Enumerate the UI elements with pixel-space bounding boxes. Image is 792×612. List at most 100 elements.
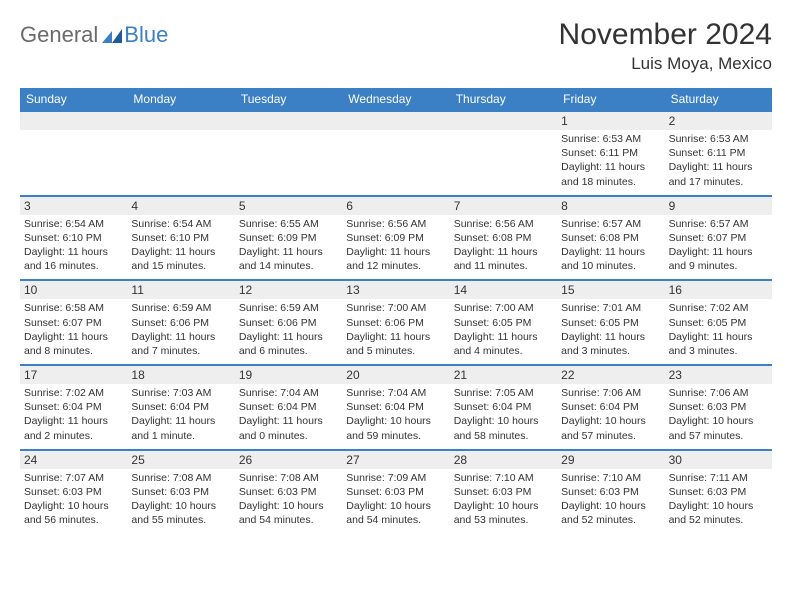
day-info-line: Sunset: 6:03 PM	[239, 485, 338, 499]
day-info-line: Sunset: 6:04 PM	[239, 400, 338, 414]
day-cell: 1Sunrise: 6:53 AMSunset: 6:11 PMDaylight…	[557, 112, 664, 195]
day-info-line: and 7 minutes.	[131, 344, 230, 358]
day-info-line: Daylight: 10 hours	[454, 414, 553, 428]
weekday-header: Tuesday	[235, 88, 342, 110]
day-cell: 8Sunrise: 6:57 AMSunset: 6:08 PMDaylight…	[557, 197, 664, 280]
day-info-line: and 15 minutes.	[131, 259, 230, 273]
day-info-line: Daylight: 11 hours	[454, 245, 553, 259]
day-info-line: and 57 minutes.	[669, 429, 768, 443]
day-info-line: and 10 minutes.	[561, 259, 660, 273]
day-info-line: Sunset: 6:07 PM	[24, 316, 123, 330]
day-info-line: Daylight: 10 hours	[24, 499, 123, 513]
day-info-line: Sunset: 6:06 PM	[131, 316, 230, 330]
logo-flag-icon	[102, 27, 122, 43]
day-number: 23	[665, 366, 772, 384]
day-cell: 25 Sunrise: 7:08 AMSunset: 6:03 PMDayligh…	[127, 451, 234, 534]
day-info-line: and 54 minutes.	[239, 513, 338, 527]
day-cell	[127, 112, 234, 195]
day-number: 7	[450, 197, 557, 215]
day-number: 4	[127, 197, 234, 215]
day-info-line: Sunset: 6:04 PM	[131, 400, 230, 414]
day-info-line: Daylight: 11 hours	[24, 414, 123, 428]
day-info-line: Daylight: 10 hours	[561, 499, 660, 513]
day-info-line: and 52 minutes.	[669, 513, 768, 527]
day-info-line: and 3 minutes.	[561, 344, 660, 358]
day-info-line: and 3 minutes.	[669, 344, 768, 358]
day-info-line: and 59 minutes.	[346, 429, 445, 443]
day-info-line: Daylight: 11 hours	[669, 330, 768, 344]
day-info-line: and 57 minutes.	[561, 429, 660, 443]
week-row: 24Sunrise: 7:07 AMSunset: 6:03 PMDayligh…	[20, 449, 772, 534]
day-cell: 28Sunrise: 7:10 AMSunset: 6:03 PMDayligh…	[450, 451, 557, 534]
day-info-line: Daylight: 10 hours	[454, 499, 553, 513]
day-info-line: Sunrise: 7:09 AM	[346, 471, 445, 485]
day-number: 20	[342, 366, 449, 384]
day-cell: 3Sunrise: 6:54 AMSunset: 6:10 PMDaylight…	[20, 197, 127, 280]
day-info-line: Sunset: 6:04 PM	[454, 400, 553, 414]
day-info-line: Sunset: 6:06 PM	[239, 316, 338, 330]
day-number: 12	[235, 281, 342, 299]
weekday-header: Monday	[127, 88, 234, 110]
day-info-line: and 2 minutes.	[24, 429, 123, 443]
weeks-container: 1Sunrise: 6:53 AMSunset: 6:11 PMDaylight…	[20, 110, 772, 533]
day-number: 29	[557, 451, 664, 469]
day-number: 15	[557, 281, 664, 299]
day-info-line: Daylight: 10 hours	[131, 499, 230, 513]
day-info-line: Sunrise: 6:55 AM	[239, 217, 338, 231]
day-info-line: Sunset: 6:03 PM	[669, 485, 768, 499]
day-number: 17	[20, 366, 127, 384]
day-info-line: Sunrise: 7:00 AM	[454, 301, 553, 315]
day-info-line: and 55 minutes.	[131, 513, 230, 527]
empty-day-band	[450, 112, 557, 130]
day-info-line: Sunset: 6:03 PM	[131, 485, 230, 499]
day-cell: 6Sunrise: 6:56 AMSunset: 6:09 PMDaylight…	[342, 197, 449, 280]
day-info-line: Daylight: 11 hours	[669, 160, 768, 174]
day-info-line: and 14 minutes.	[239, 259, 338, 273]
day-info-line: Sunrise: 6:53 AM	[561, 132, 660, 146]
day-info-line: Sunset: 6:08 PM	[454, 231, 553, 245]
week-row: 1 Sunrise: 6:53 AM Sunset: 6:11 PMDaylight…	[20, 110, 772, 195]
empty-day-band	[127, 112, 234, 130]
day-info-line: Daylight: 11 hours	[346, 245, 445, 259]
day-info-line: and 0 minutes.	[239, 429, 338, 443]
day-info-line: Sunrise: 7:02 AM	[669, 301, 768, 315]
day-info-line: Sunset: 6:11 PM	[669, 146, 768, 160]
day-info-line: Sunset: 6:03 PM	[346, 485, 445, 499]
day-info-line: Sunrise: 6:56 AM	[454, 217, 553, 231]
location: Luis Moya, Mexico	[559, 54, 772, 74]
day-info-line: Sunrise: 7:08 AM	[131, 471, 230, 485]
day-number: 5	[235, 197, 342, 215]
day-info-line: Sunrise: 7:08 AM	[239, 471, 338, 485]
day-number: 21	[450, 366, 557, 384]
day-number: 1	[557, 112, 664, 130]
day-info-line: Sunset: 6:05 PM	[561, 316, 660, 330]
day-number: 19	[235, 366, 342, 384]
day-info-line: Daylight: 10 hours	[669, 499, 768, 513]
day-number: 30	[665, 451, 772, 469]
day-info-line: Sunrise: 7:06 AM	[669, 386, 768, 400]
day-info-line: and 8 minutes.	[24, 344, 123, 358]
day-number: 25	[127, 451, 234, 469]
day-info-line: and 1 minute.	[131, 429, 230, 443]
day-cell: 15Sunrise: 7:01 AMSunset: 6:05 PMDayligh…	[557, 281, 664, 364]
weekday-header: Wednesday	[342, 88, 449, 110]
day-cell: 7 Sunrise: 6:56 AMSunset: 6:08 PMDaylight…	[450, 197, 557, 280]
day-cell	[450, 112, 557, 195]
day-info-line: Sunrise: 6:57 AM	[561, 217, 660, 231]
day-info-line: Sunset: 6:08 PM	[561, 231, 660, 245]
day-info-line: Sunset: 6:07 PM	[669, 231, 768, 245]
day-info-line: Sunrise: 6:56 AM	[346, 217, 445, 231]
day-info-line: Sunset: 6:04 PM	[24, 400, 123, 414]
weekday-header-row: Sunday Monday Tuesday Wednesday Thursday…	[20, 88, 772, 110]
day-number: 6	[342, 197, 449, 215]
day-info-line: and 5 minutes.	[346, 344, 445, 358]
day-info-line: Sunrise: 7:07 AM	[24, 471, 123, 485]
day-info-line: and 11 minutes.	[454, 259, 553, 273]
day-cell: 13Sunrise: 7:00 AMSunset: 6:06 PMDayligh…	[342, 281, 449, 364]
day-cell: 22Sunrise: 7:06 AMSunset: 6:04 PMDayligh…	[557, 366, 664, 449]
day-info-line: Sunset: 6:05 PM	[669, 316, 768, 330]
day-info-line: Sunrise: 7:04 AM	[346, 386, 445, 400]
day-info-line: Sunset: 6:03 PM	[24, 485, 123, 499]
day-info-line: Daylight: 10 hours	[239, 499, 338, 513]
day-cell: 12Sunrise: 6:59 AMSunset: 6:06 PMDayligh…	[235, 281, 342, 364]
